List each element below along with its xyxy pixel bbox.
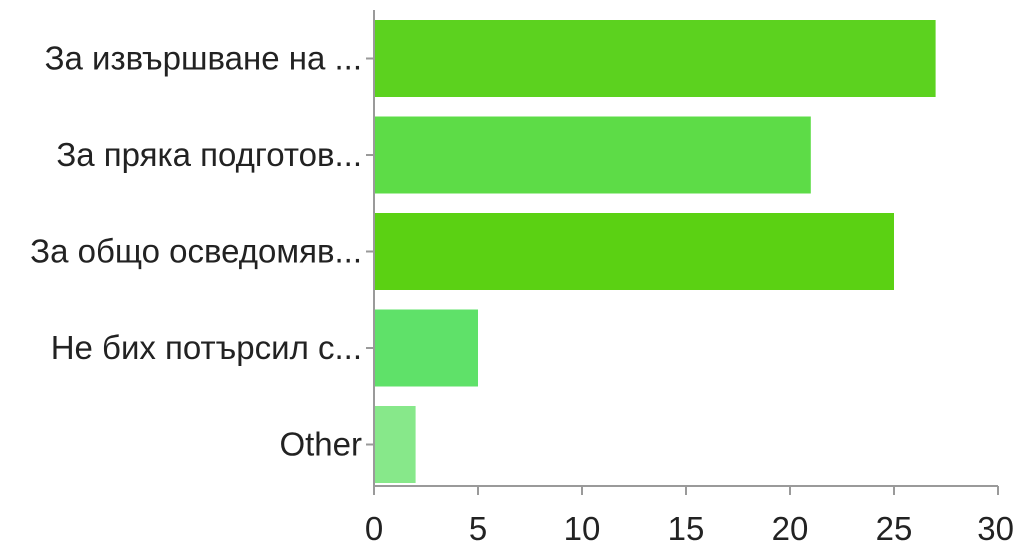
x-tick-label-30: 30 <box>977 510 1014 547</box>
category-labels-group: За извършване на ... За пряка подготов...… <box>30 40 362 463</box>
category-label-2: За пряка подготов... <box>56 136 362 173</box>
category-label-1: За извършване на ... <box>45 40 362 77</box>
x-tick-label-0: 0 <box>365 510 383 547</box>
bar-3 <box>375 213 894 290</box>
x-tick-label-15: 15 <box>668 510 705 547</box>
x-ticks-group: 0 5 10 15 20 25 30 <box>365 57 1014 547</box>
bar-2 <box>375 116 811 194</box>
category-label-3: За общо осведомяв... <box>30 233 362 270</box>
category-label-5: Other <box>279 426 362 463</box>
bar-4 <box>375 309 478 387</box>
x-tick-label-25: 25 <box>876 510 913 547</box>
x-tick-label-5: 5 <box>469 510 487 547</box>
bar-5 <box>375 406 416 483</box>
category-label-4: Не бих потърсил с... <box>51 329 362 366</box>
x-tick-label-20: 20 <box>772 510 809 547</box>
x-tick-label-10: 10 <box>564 510 601 547</box>
bars-group <box>375 20 936 483</box>
bar-1 <box>375 20 936 97</box>
